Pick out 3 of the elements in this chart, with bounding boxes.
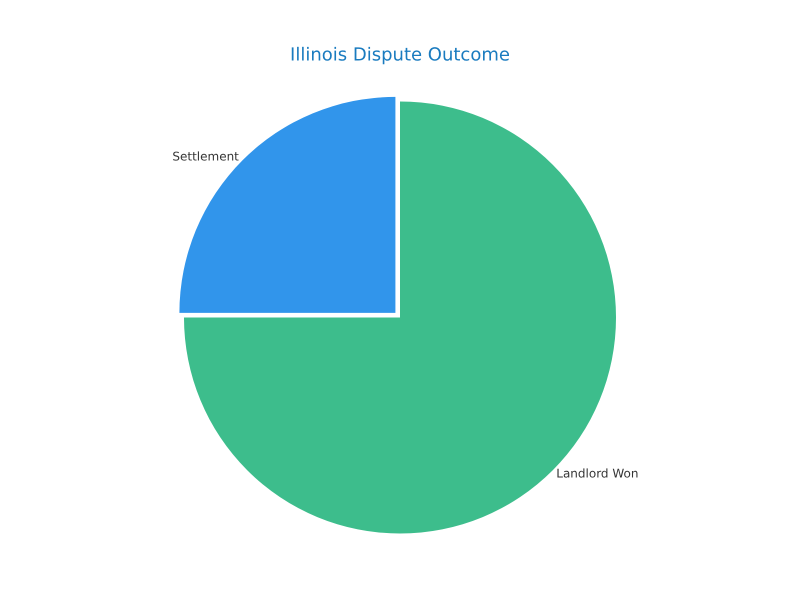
slice-label: Settlement: [172, 150, 240, 164]
slice-label: Landlord Won: [556, 466, 638, 481]
chart-title: Illinois Dispute Outcome: [290, 44, 510, 66]
